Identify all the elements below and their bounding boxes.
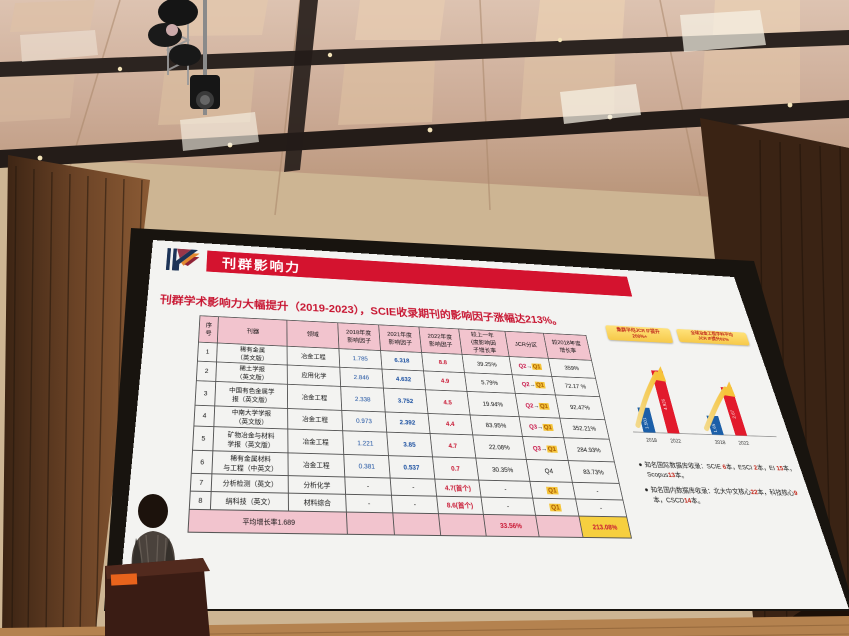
svg-text:2018: 2018 (645, 437, 658, 443)
svg-text:2022: 2022 (738, 440, 751, 446)
svg-text:2018: 2018 (714, 439, 727, 445)
svg-text:2022: 2022 (670, 438, 683, 444)
